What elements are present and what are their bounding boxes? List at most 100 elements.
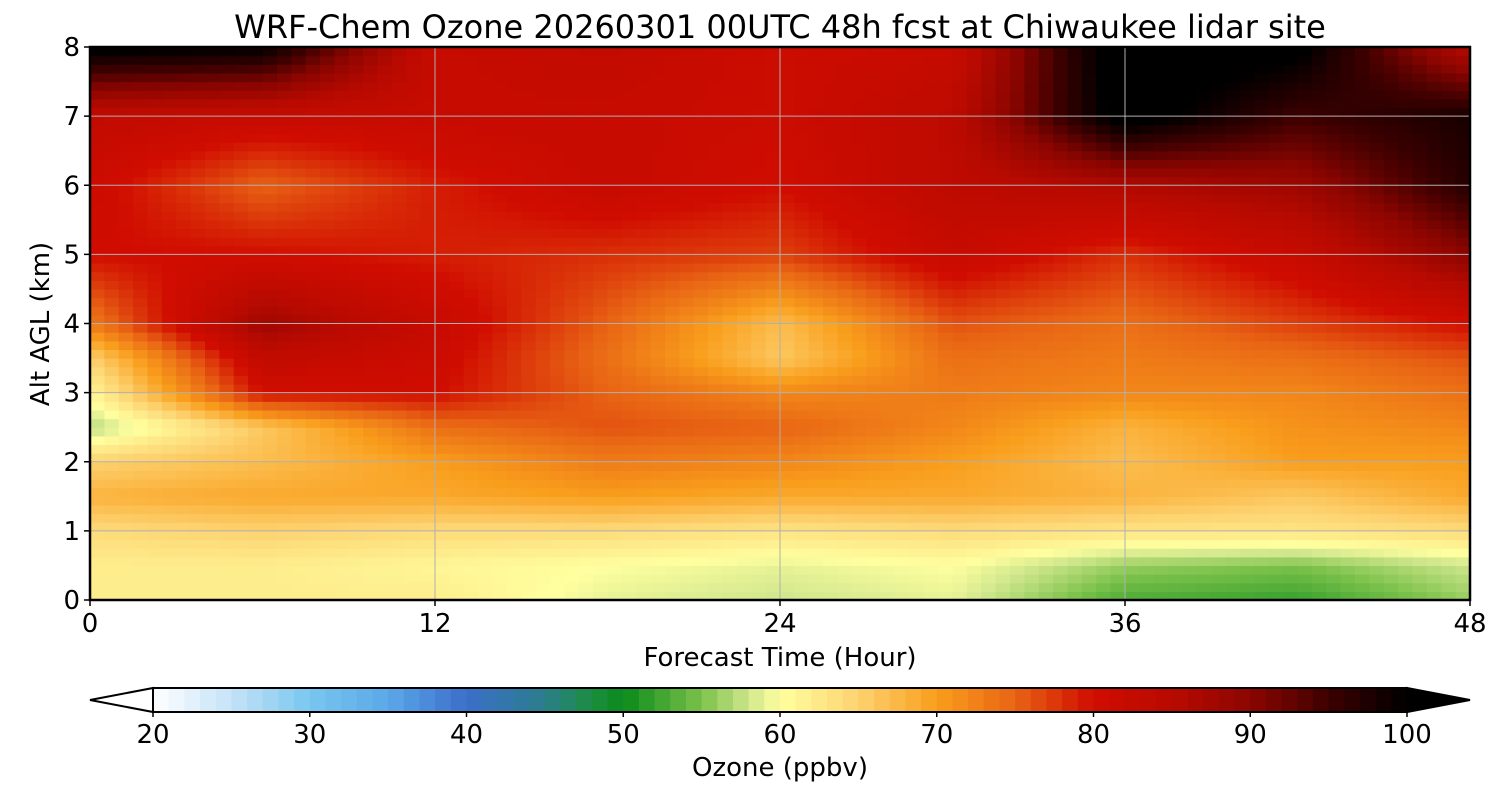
heatmap-cell (1398, 504, 1414, 515)
heatmap-cell (363, 392, 379, 402)
heatmap-cell (1355, 263, 1370, 273)
heatmap-cell (1326, 332, 1342, 342)
heatmap-cell (693, 392, 709, 402)
heatmap-cell (133, 530, 149, 541)
heatmap-cell (708, 297, 724, 307)
heatmap-cell (205, 349, 220, 359)
heatmap-cell (1067, 470, 1083, 480)
heatmap-cell (1024, 288, 1040, 299)
heatmap-cell (1024, 470, 1040, 480)
heatmap-cell (391, 591, 407, 600)
heatmap-cell (1254, 548, 1270, 558)
heatmap-cell (176, 202, 192, 212)
heatmap-cell (1283, 340, 1299, 351)
heatmap-cell (1412, 150, 1428, 160)
heatmap-cell (923, 228, 939, 238)
heatmap-cell (751, 323, 767, 333)
heatmap-cell (665, 496, 680, 506)
heatmap-cell (233, 211, 249, 221)
heatmap-cell (535, 297, 551, 307)
heatmap-cell (1441, 496, 1457, 506)
heatmap-cell (1240, 470, 1255, 480)
heatmap-cell (1254, 453, 1270, 463)
heatmap-cell (593, 435, 609, 446)
heatmap-cell (679, 565, 695, 575)
heatmap-cell (506, 185, 522, 195)
heatmap-cell (1311, 530, 1327, 541)
heatmap-cell (1153, 470, 1169, 480)
heatmap-cell (1340, 193, 1356, 204)
heatmap-cell (679, 263, 695, 273)
heatmap-cell (334, 271, 350, 281)
heatmap-cell (233, 574, 249, 584)
heatmap-cell (1125, 306, 1140, 316)
heatmap-cell (1283, 254, 1299, 264)
heatmap-cell (190, 280, 206, 290)
heatmap-cell (1067, 548, 1083, 558)
heatmap-cell (722, 496, 738, 506)
heatmap-cell (1168, 582, 1184, 592)
heatmap-cell (550, 513, 565, 523)
heatmap-cell (981, 556, 997, 567)
heatmap-cell (1211, 211, 1227, 221)
heatmap-cell (478, 202, 494, 212)
heatmap-cell (1024, 211, 1040, 221)
heatmap-cell (1067, 591, 1083, 600)
heatmap-cell (377, 167, 393, 178)
heatmap-cell (420, 297, 436, 307)
heatmap-cell (780, 574, 795, 584)
heatmap-cell (593, 375, 609, 385)
heatmap-cell (320, 271, 335, 281)
heatmap-cell (406, 237, 422, 247)
heatmap-cell (650, 202, 666, 212)
heatmap-cell (492, 487, 508, 497)
heatmap-cell (1110, 167, 1126, 178)
heatmap-cell (1326, 314, 1342, 325)
heatmap-cell (808, 280, 824, 290)
heatmap-cell (506, 167, 522, 178)
heatmap-cell (463, 306, 479, 316)
heatmap-cell (995, 470, 1011, 480)
heatmap-cell (449, 591, 465, 600)
heatmap-cell (1340, 150, 1356, 160)
heatmap-cell (348, 479, 364, 489)
heatmap-cell (866, 150, 882, 160)
heatmap-cell (550, 280, 565, 290)
heatmap-cell (693, 193, 709, 204)
heatmap-cell (377, 409, 393, 420)
heatmap-cell (449, 202, 465, 212)
heatmap-cell (147, 435, 163, 446)
heatmap-cell (291, 366, 307, 376)
heatmap-cell (1196, 435, 1212, 446)
heatmap-cell (176, 530, 192, 541)
heatmap-cell (1311, 306, 1327, 316)
heatmap-cell (348, 306, 364, 316)
heatmap-cell (823, 427, 839, 437)
heatmap-cell (1110, 453, 1126, 463)
heatmap-cell (420, 159, 436, 169)
heatmap-cell (650, 358, 666, 368)
heatmap-cell (1441, 392, 1457, 402)
heatmap-cell (1383, 176, 1399, 186)
heatmap-cell (851, 349, 867, 359)
heatmap-cell (1153, 496, 1169, 506)
heatmap-cell (305, 167, 321, 178)
heatmap-cell (348, 263, 364, 273)
heatmap-cell (233, 383, 249, 394)
heatmap-cell (722, 211, 738, 221)
heatmap-cell (1038, 349, 1054, 359)
heatmap-cell (780, 548, 795, 558)
heatmap-cell (478, 254, 494, 264)
heatmap-cell (966, 591, 982, 600)
heatmap-cell (708, 176, 724, 186)
heatmap-cell (248, 314, 264, 325)
heatmap-cell (722, 539, 738, 549)
heatmap-cell (1398, 565, 1414, 575)
heatmap-cell (1311, 288, 1327, 299)
heatmap-cell (952, 358, 968, 368)
heatmap-cell (248, 582, 264, 592)
heatmap-cell (621, 167, 637, 178)
heatmap-cell (808, 401, 824, 411)
heatmap-cell (435, 487, 450, 497)
heatmap-cell (1225, 513, 1241, 523)
